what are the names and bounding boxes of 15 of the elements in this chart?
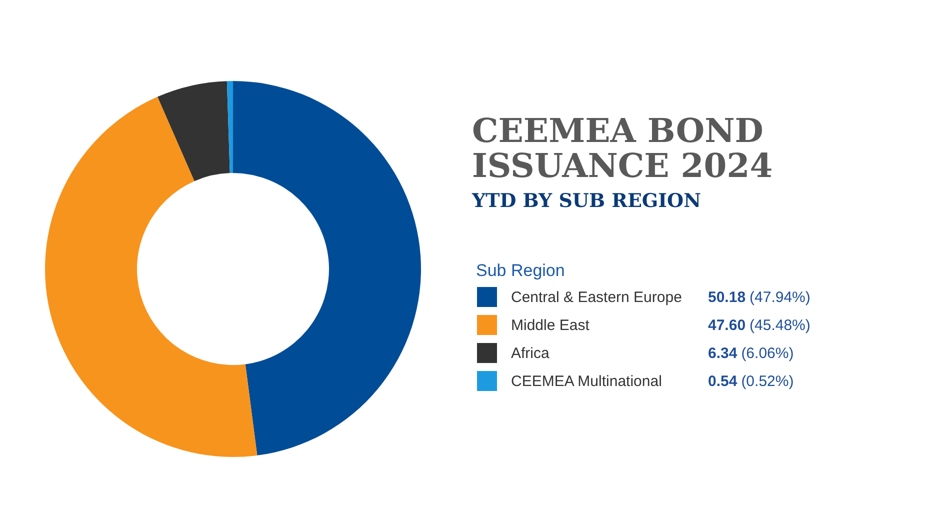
donut-slice <box>45 96 258 457</box>
text: CEEMEA BOND ISSUANCE 2024 <box>472 111 773 185</box>
legend-label: CEEMEA Multinational <box>511 373 662 390</box>
legend-label: Africa <box>511 345 550 362</box>
data-label: 0.54 (0.52%) <box>708 373 794 390</box>
legend-title: Sub Region <box>476 261 565 280</box>
donut-slice <box>226 81 233 174</box>
legend-label: Central & Eastern Europe <box>511 289 682 306</box>
data-label: 47.60 (45.48%) <box>708 317 810 334</box>
data-label: 50.18 (47.94%) <box>708 289 810 306</box>
donut-slice <box>233 81 421 456</box>
donut-slice <box>158 81 230 182</box>
data-label: 6.34 (6.06%) <box>708 345 794 362</box>
legend-label: Middle East <box>511 317 590 334</box>
text: YTD BY SUB REGION <box>471 190 701 212</box>
